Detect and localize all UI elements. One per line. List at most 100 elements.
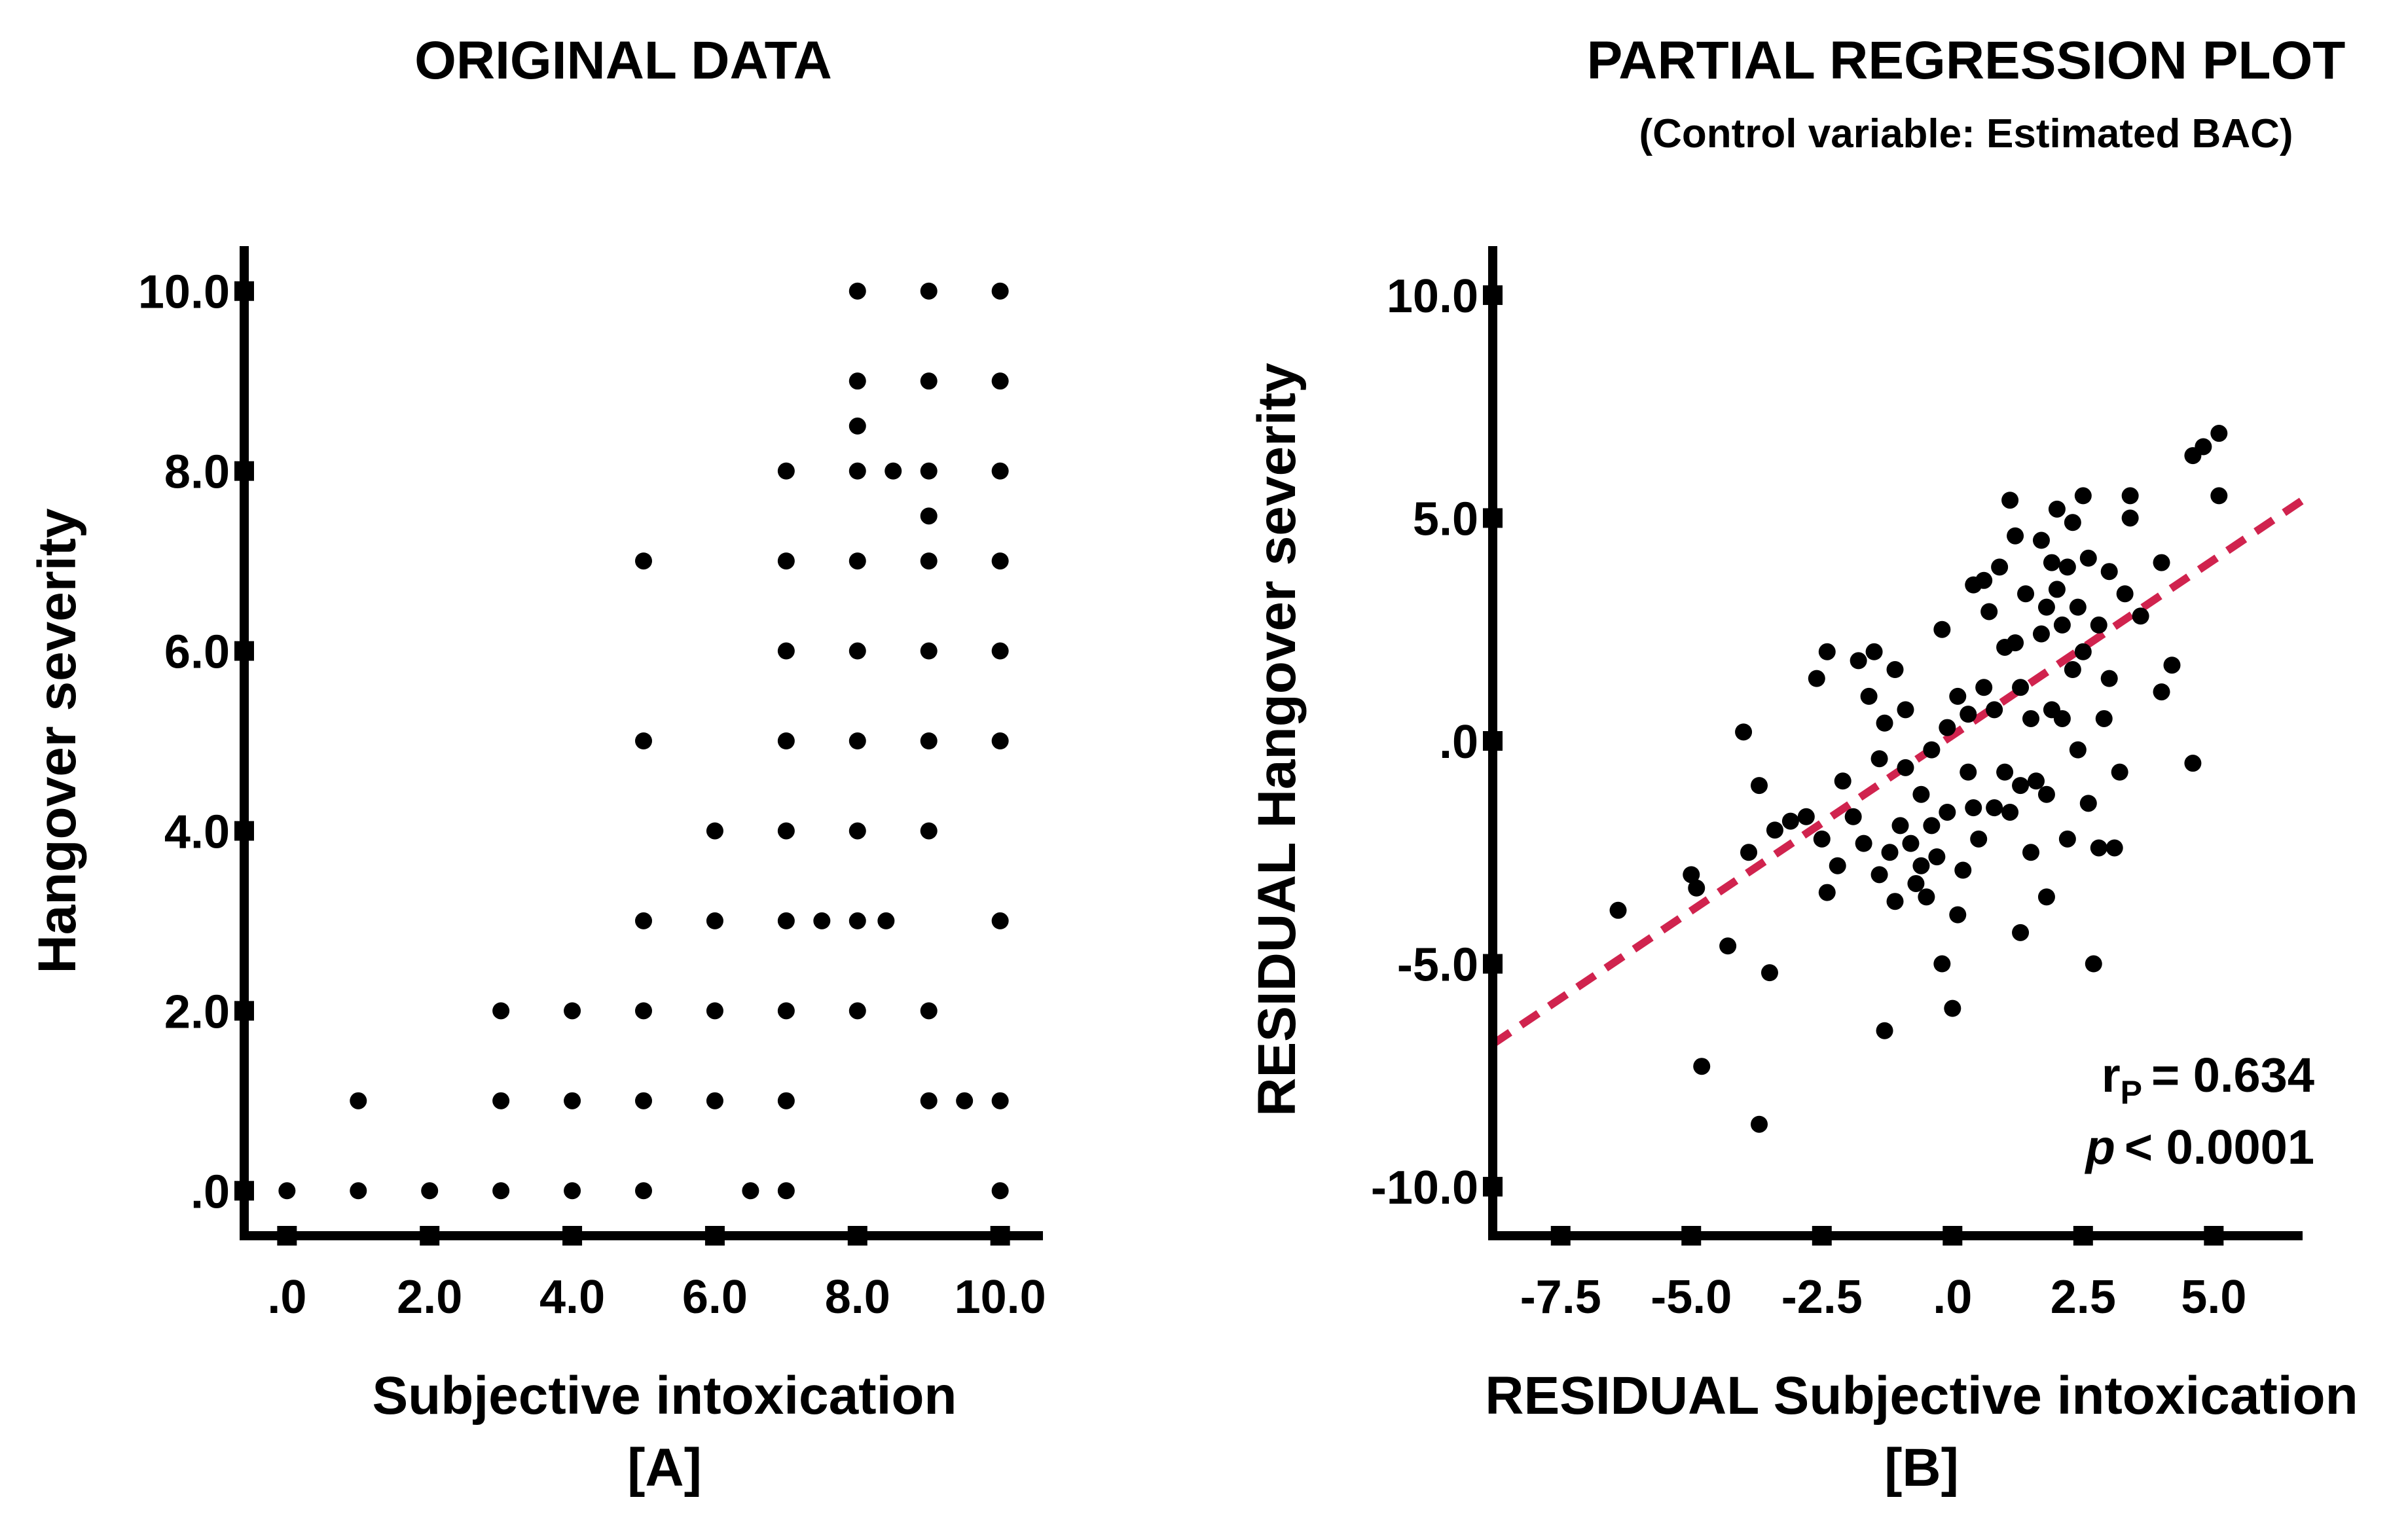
panel-a-point — [564, 1002, 581, 1020]
p-statistic: p < 0.0001 — [2085, 1120, 2314, 1174]
panel-b-point — [2085, 955, 2102, 973]
panel-b-x-tick-mark — [1550, 1226, 1571, 1246]
panel-a-point — [920, 732, 938, 749]
panel-b-point — [2001, 803, 2019, 821]
panel-a-point — [813, 912, 831, 929]
panel-a-point — [920, 462, 938, 480]
panel-b-point — [1975, 571, 1993, 589]
panel-b-x-tick-mark — [1681, 1226, 1702, 1246]
panel-b-y-label: RESIDUAL Hangover severity — [1247, 363, 1307, 1117]
panel-a-point — [920, 822, 938, 840]
panel-b-point — [2090, 616, 2107, 634]
panel-a-chart: ORIGINAL DATA .0 2.0 4.0 6.0 8.0 10.0 .0 2.0 4.0… — [27, 31, 1046, 1498]
panel-b-x-tick-label: -5.0 — [1651, 1271, 1732, 1323]
panel-b-point — [1907, 874, 1925, 892]
panel-b-point — [1933, 955, 1951, 973]
panel-a-y-tick-mark — [234, 641, 254, 661]
panel-b-point — [2032, 625, 2050, 643]
panel-b-point — [2058, 558, 2076, 576]
panel-b-point — [2100, 563, 2118, 581]
panel-b-point — [1939, 719, 1956, 736]
panel-b-point — [2079, 549, 2097, 567]
panel-b-x-tick-label: -7.5 — [1520, 1271, 1601, 1323]
panel-a-point — [848, 912, 866, 929]
panel-a-point — [848, 417, 866, 435]
panel-a-point — [920, 552, 938, 570]
panel-a-point — [991, 282, 1009, 300]
panel-b-point — [1923, 741, 1941, 759]
panel-a-point — [920, 1092, 938, 1109]
panel-b-x-tick-mark — [2204, 1226, 2224, 1246]
panel-b-point — [1760, 964, 1778, 982]
panel-b-point — [1986, 701, 2003, 719]
panel-b-point — [2037, 888, 2055, 906]
panel-b-point — [1751, 1115, 1768, 1133]
panel-a-ticks: .0 2.0 4.0 6.0 8.0 10.0 .0 2.0 4.0 6.0 8.0 10.0 — [138, 266, 1046, 1323]
panel-a-point — [991, 462, 1009, 480]
panel-a-y-label: Hangover severity — [27, 508, 87, 973]
panel-b-point — [2210, 425, 2228, 442]
panel-a-point — [991, 732, 1009, 749]
p-value: < 0.0001 — [2125, 1120, 2314, 1174]
panel-b-y-tick-mark — [1483, 731, 1503, 751]
panel-b-point — [1876, 714, 1893, 732]
panel-a-point — [777, 822, 795, 840]
panel-b-point — [2022, 844, 2040, 861]
panel-b-point — [1881, 844, 1899, 861]
panel-b-point — [1609, 901, 1627, 919]
panel-b-point — [2007, 634, 2024, 652]
panel-a-y-tick-label: 8.0 — [164, 446, 230, 499]
panel-a-point — [350, 1092, 367, 1109]
panel-b-y-tick-label: -10.0 — [1371, 1162, 1478, 1214]
panel-b-x-tick-mark — [1812, 1226, 1832, 1246]
panel-b-point — [1740, 844, 1758, 861]
panel-b-point — [1751, 777, 1768, 795]
panel-b-y-tick-mark — [1483, 508, 1503, 528]
panel-b-x-tick-label: -2.5 — [1781, 1271, 1863, 1323]
panel-a-x-tick-label: 6.0 — [682, 1271, 748, 1323]
panel-a-point — [920, 1002, 938, 1020]
r-subscript: P — [2121, 1074, 2142, 1111]
panel-a-point — [635, 1182, 652, 1200]
panel-a-point — [706, 1092, 723, 1109]
r-symbol: r — [2102, 1048, 2121, 1102]
panel-a-point — [777, 732, 795, 749]
panel-b-point — [1933, 620, 1951, 638]
panel-b-subtitle: (Control variable: Estimated BAC) — [1639, 111, 2293, 156]
panel-a-point — [920, 372, 938, 390]
panel-a-point — [848, 552, 866, 570]
panel-b-point — [2043, 554, 2060, 571]
panel-b-point — [2022, 710, 2040, 727]
panel-a-axes — [240, 246, 1043, 1240]
panel-a-x-label: Subjective intoxication — [372, 1366, 957, 1426]
panel-b-point — [2153, 554, 2170, 571]
panel-a-label: [A] — [627, 1438, 702, 1498]
panel-b-point — [2074, 643, 2092, 660]
panel-b-point — [1965, 799, 1982, 817]
panel-b-point — [2116, 585, 2134, 603]
panel-a-point — [706, 912, 723, 929]
panel-a-y-tick-label: 2.0 — [164, 986, 230, 1038]
panel-a-point — [920, 282, 938, 300]
panel-a-y-tick-label: .0 — [191, 1166, 230, 1218]
panel-b-point — [1829, 857, 1846, 874]
panel-a-point — [920, 507, 938, 525]
panel-b-point — [1719, 937, 1737, 955]
panel-b-point — [2007, 527, 2024, 545]
panel-b-ticks: -7.5 -5.0 -2.5 .0 2.5 5.0 10.0 5.0 .0 -5.0 -10.0 — [1371, 270, 2246, 1323]
panel-b-point — [1975, 679, 1993, 696]
panel-a-y-tick-mark — [234, 281, 254, 301]
panel-a-point — [492, 1092, 510, 1109]
panel-a-point — [991, 552, 1009, 570]
panel-b-point — [2153, 683, 2170, 701]
panel-b-point — [2195, 438, 2212, 456]
panel-b-point — [1939, 803, 1956, 821]
panel-b-point — [1844, 808, 1862, 825]
panel-a-point — [991, 1092, 1009, 1109]
panel-b-y-tick-mark — [1483, 285, 1503, 305]
panel-b-point — [2069, 598, 2087, 616]
panel-b-point — [2121, 487, 2139, 505]
panel-b-y-tick-label: -5.0 — [1397, 939, 1478, 992]
panel-b-x-tick-label: 5.0 — [2181, 1271, 2246, 1323]
panel-b-point — [2064, 661, 2081, 679]
